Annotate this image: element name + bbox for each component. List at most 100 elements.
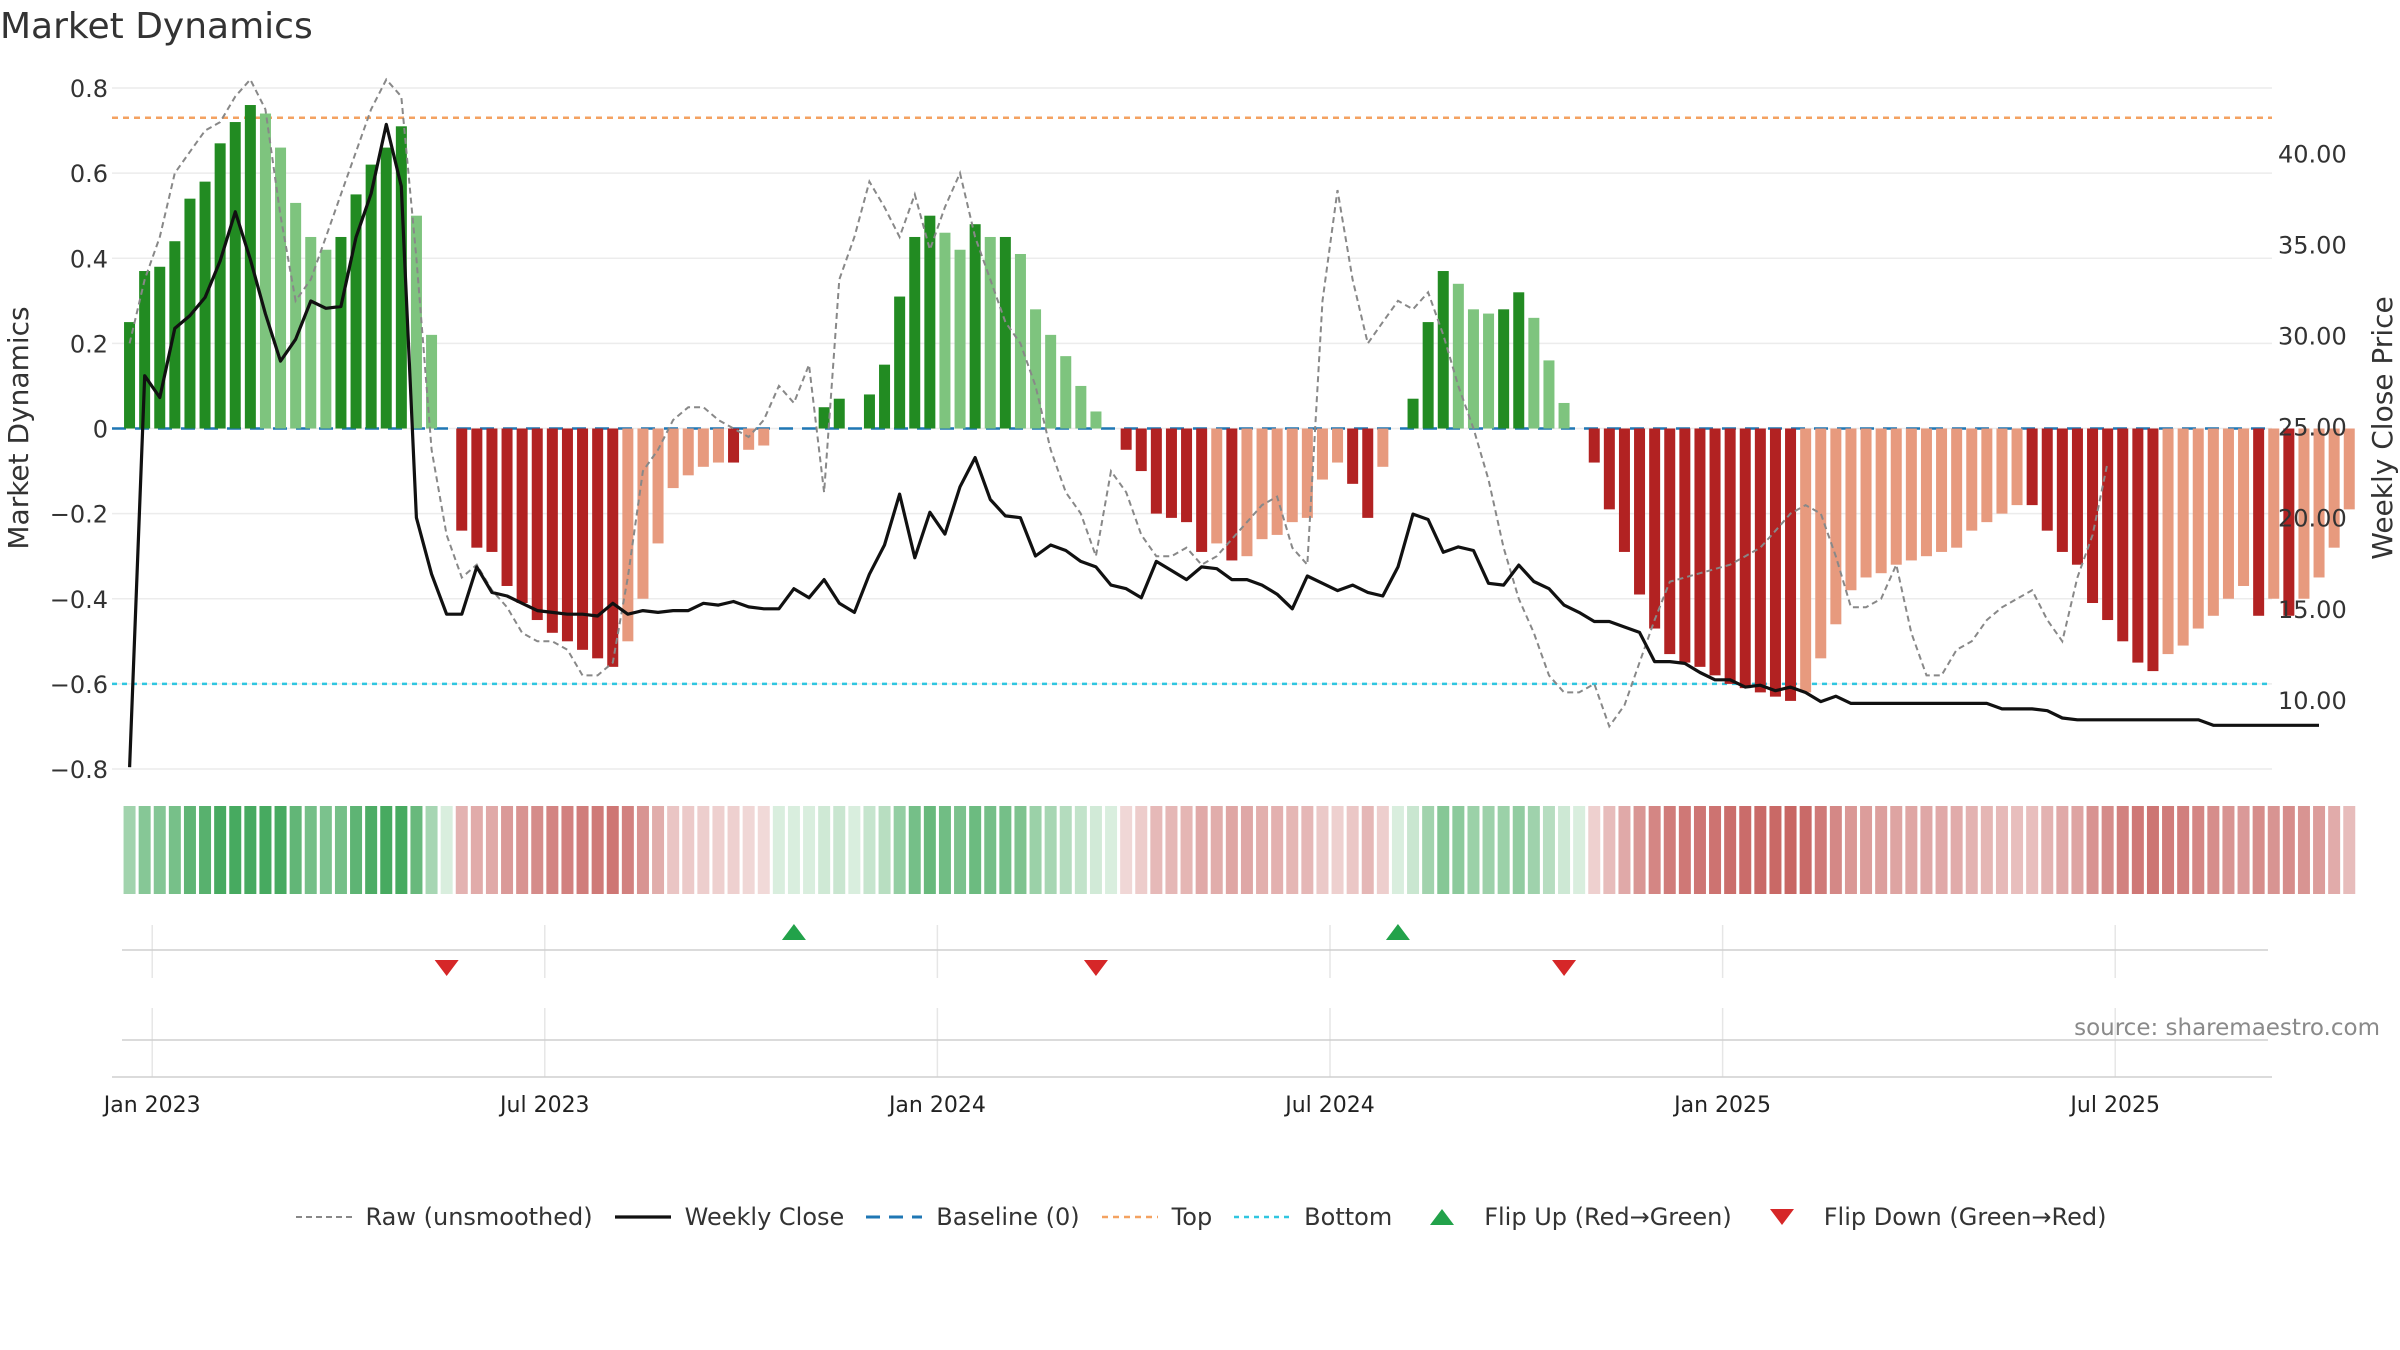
bar bbox=[984, 236, 996, 429]
bar bbox=[818, 407, 830, 429]
band-cell bbox=[168, 806, 181, 894]
band-cell bbox=[1271, 806, 1284, 894]
left-tick-label: −0.4 bbox=[50, 586, 108, 614]
bar bbox=[1483, 313, 1495, 429]
band-cell bbox=[803, 806, 816, 894]
band-cell bbox=[742, 806, 755, 894]
left-tick-label: 0.8 bbox=[70, 75, 108, 103]
bar bbox=[712, 428, 724, 463]
band-cell bbox=[1044, 806, 1057, 894]
flip-up-marker bbox=[1385, 924, 1410, 940]
bar bbox=[2328, 428, 2340, 548]
band-cell bbox=[2343, 806, 2356, 894]
bar bbox=[637, 428, 649, 599]
bar bbox=[275, 147, 287, 429]
legend-swatch-bottom bbox=[1234, 1215, 1291, 1219]
left-tick-label: 0.6 bbox=[70, 160, 108, 188]
band-cell bbox=[2101, 806, 2114, 894]
bar bbox=[1860, 428, 1872, 578]
bar bbox=[1347, 428, 1359, 484]
bar bbox=[2238, 428, 2250, 586]
bar bbox=[244, 105, 256, 429]
bar bbox=[1996, 428, 2008, 514]
bar bbox=[456, 428, 468, 531]
bar bbox=[894, 296, 906, 429]
weekly-close-line bbox=[128, 122, 2319, 768]
band-cell bbox=[153, 806, 166, 894]
band-cell bbox=[1739, 806, 1752, 894]
band-cell bbox=[1301, 806, 1314, 894]
legend-label: Bottom bbox=[1304, 1203, 1393, 1231]
bar bbox=[350, 194, 362, 429]
bar bbox=[1558, 402, 1570, 429]
bar bbox=[1709, 428, 1721, 676]
bar bbox=[1362, 428, 1374, 518]
bar bbox=[531, 428, 543, 621]
flip-down-marker bbox=[434, 960, 459, 976]
left-axis-label: Market Dynamics bbox=[2, 306, 35, 549]
band-cell bbox=[1573, 806, 1586, 894]
bar bbox=[652, 428, 664, 544]
bar bbox=[1498, 309, 1510, 429]
bar bbox=[1905, 428, 1917, 561]
band-cell bbox=[1542, 806, 1555, 894]
band-cell bbox=[1391, 806, 1404, 894]
band-cell bbox=[2297, 806, 2310, 894]
flip-up-marker bbox=[781, 924, 806, 940]
band-cell bbox=[1920, 806, 1933, 894]
band-cell bbox=[1648, 806, 1661, 894]
bar bbox=[879, 364, 891, 429]
band-cell bbox=[636, 806, 649, 894]
band-cell bbox=[1618, 806, 1631, 894]
bar bbox=[758, 428, 770, 446]
bar bbox=[1694, 428, 1706, 667]
legend-item-baseline: Baseline (0) bbox=[864, 1203, 1080, 1231]
band-cell bbox=[2237, 806, 2250, 894]
band-cell bbox=[848, 806, 861, 894]
band-cell bbox=[1452, 806, 1465, 894]
bar bbox=[728, 428, 740, 463]
x-tick-label: Jul 2025 bbox=[2068, 1093, 2160, 1118]
band-cell bbox=[1422, 806, 1435, 894]
bar bbox=[516, 428, 528, 604]
band-cell bbox=[652, 806, 665, 894]
band-cell bbox=[833, 806, 846, 894]
bar bbox=[2192, 428, 2204, 629]
band-cell bbox=[772, 806, 785, 894]
bar bbox=[501, 428, 513, 586]
right-tick-label: 30.00 bbox=[2278, 323, 2347, 351]
bar bbox=[2162, 428, 2174, 655]
bar bbox=[833, 398, 845, 429]
flip-down-marker bbox=[1552, 960, 1577, 976]
band-cell bbox=[531, 806, 544, 894]
bar bbox=[1588, 428, 1600, 463]
band-cell bbox=[1105, 806, 1118, 894]
bar bbox=[1060, 356, 1072, 429]
bar bbox=[1679, 428, 1691, 663]
band-cell bbox=[485, 806, 498, 894]
bar bbox=[124, 322, 136, 429]
legend-item-flip-up: Flip Up (Red→Green) bbox=[1412, 1203, 1732, 1231]
band-cell bbox=[2282, 806, 2295, 894]
band-cell bbox=[878, 806, 891, 894]
band-cell bbox=[1814, 806, 1827, 894]
band-cell bbox=[334, 806, 347, 894]
band-cell bbox=[1497, 806, 1510, 894]
band-cell bbox=[2313, 806, 2326, 894]
right-tick-label: 25.00 bbox=[2278, 414, 2347, 442]
band-cell bbox=[2041, 806, 2054, 894]
band-cell bbox=[1240, 806, 1253, 894]
band-cell bbox=[1074, 806, 1087, 894]
bar bbox=[1165, 428, 1177, 518]
band-cell bbox=[274, 806, 287, 894]
band-cell bbox=[440, 806, 453, 894]
legend-label: Baseline (0) bbox=[936, 1203, 1080, 1231]
band-cell bbox=[244, 806, 257, 894]
band-cell bbox=[259, 806, 272, 894]
band-cell bbox=[1014, 806, 1027, 894]
left-tick-label: −0.6 bbox=[50, 671, 108, 699]
bar bbox=[1951, 428, 1963, 548]
bar bbox=[2132, 428, 2144, 663]
bar bbox=[486, 428, 498, 552]
